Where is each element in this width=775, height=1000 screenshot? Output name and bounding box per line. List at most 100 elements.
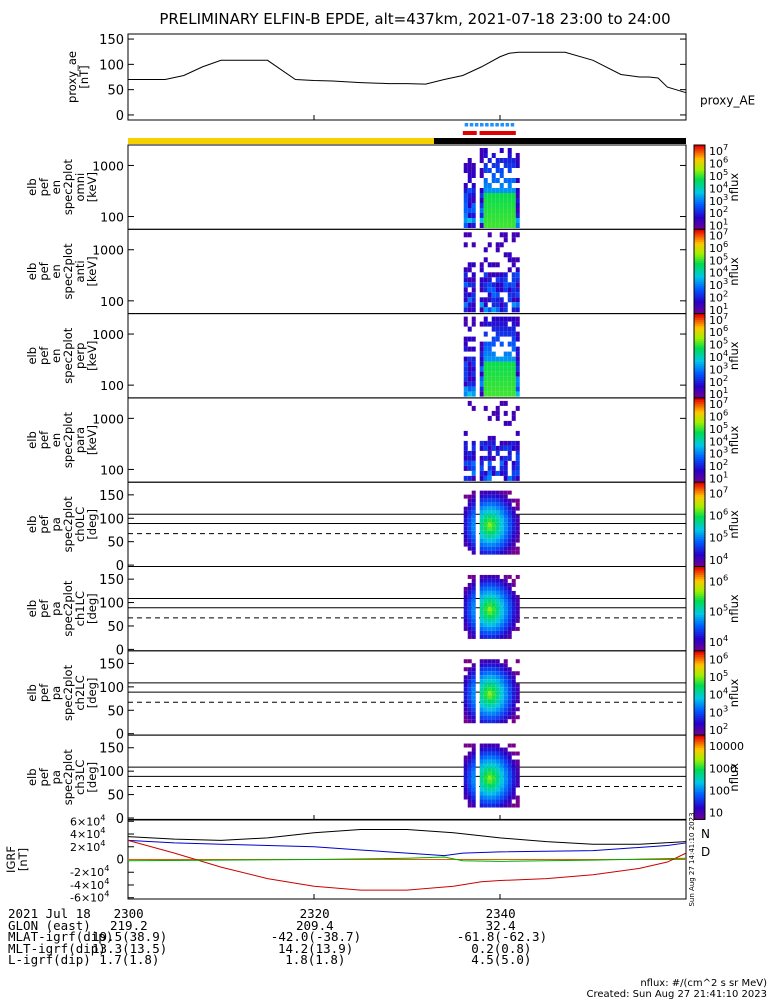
spectrogram-cell xyxy=(467,598,472,603)
colorbar-cell xyxy=(694,585,705,589)
colorbar-cell xyxy=(694,560,705,563)
spectrogram-cell xyxy=(499,671,504,676)
colorbar-cell xyxy=(694,756,705,759)
spectrogram-cell xyxy=(495,297,500,303)
spectrogram-cell xyxy=(495,787,500,792)
colorbar-cell xyxy=(694,353,705,357)
spectrogram-cell xyxy=(499,707,504,712)
spectrogram-cell xyxy=(511,779,516,784)
spectrogram-cell xyxy=(495,316,500,322)
spectrogram-cell xyxy=(507,691,512,696)
spectrogram-cell xyxy=(479,618,484,623)
spectrogram-cell xyxy=(503,634,508,639)
spectrogram-cell xyxy=(507,779,512,784)
spectrogram-cell xyxy=(515,606,520,611)
spectrogram-cell xyxy=(467,208,472,213)
spectrogram-cell xyxy=(463,506,468,511)
footer-value: -42.0(-38.7) xyxy=(270,929,362,944)
spectrogram-cell xyxy=(467,361,472,367)
colorbar-cell xyxy=(694,309,705,312)
colorbar-cell xyxy=(694,619,705,622)
spectrogram-cell xyxy=(483,490,488,495)
spectrogram-cell xyxy=(495,522,500,527)
spectrogram-cell xyxy=(507,526,512,531)
spectrogram-cell xyxy=(487,767,492,772)
spectrogram-cell xyxy=(499,518,504,523)
spectrogram-cell xyxy=(479,667,484,672)
colorbar-cell xyxy=(694,281,705,285)
spectrogram-cell xyxy=(503,188,508,193)
spectrogram-cell xyxy=(471,675,476,680)
spectrogram-cell xyxy=(483,751,488,756)
spectrogram-cell xyxy=(499,582,504,587)
spectrogram-cell xyxy=(495,707,500,712)
spectrogram-cell xyxy=(483,223,488,228)
spectrogram-cell xyxy=(471,791,476,796)
footer-label: L-igrf(dip) xyxy=(8,952,91,967)
spectrogram-cell xyxy=(495,445,500,451)
spectrogram-cell xyxy=(487,755,492,760)
spectrogram-cell xyxy=(491,381,496,387)
ytick-label: 1000 xyxy=(92,158,124,173)
spectrogram-cell xyxy=(491,188,496,193)
spectrogram-cell xyxy=(483,795,488,800)
spectrogram-cell xyxy=(491,534,496,539)
colorbar-cell xyxy=(694,779,705,782)
spectrogram-cell xyxy=(507,391,512,397)
spectrogram-cell xyxy=(503,747,508,752)
spectrogram-cell xyxy=(463,759,468,764)
spectrogram-cell xyxy=(483,779,488,784)
spectrogram-cell xyxy=(479,534,484,539)
spectrogram-cell xyxy=(503,679,508,684)
spectrogram-cell xyxy=(515,381,520,387)
spectrogram-cell xyxy=(487,578,492,583)
spectrogram-cell xyxy=(491,594,496,599)
spectrogram-cell xyxy=(511,526,516,531)
colorbar-cell xyxy=(694,250,705,253)
igrf-line-N xyxy=(127,839,687,857)
spectrogram-cell xyxy=(495,490,500,495)
spectrogram-cell xyxy=(515,534,520,539)
spectrogram-cell xyxy=(491,787,496,792)
spectrogram-cell xyxy=(511,158,516,163)
spectrogram-cell xyxy=(503,755,508,760)
spectrogram-cell xyxy=(471,614,476,619)
spectrogram-cell xyxy=(515,376,520,382)
ylabel-line: pef xyxy=(37,261,51,280)
spectrogram-cell xyxy=(471,803,476,808)
spectrogram-cell xyxy=(511,514,516,519)
created-note: Created: Sun Aug 27 21:41:10 2023 xyxy=(586,989,767,1000)
spectrogram-cell xyxy=(507,183,512,188)
spectrogram-cell xyxy=(491,755,496,760)
spectrogram-cell xyxy=(471,223,476,228)
spectrogram-cell xyxy=(471,590,476,595)
spectrogram-cell xyxy=(471,586,476,591)
spectrogram-cell xyxy=(483,610,488,615)
colorbar-cell xyxy=(694,524,705,527)
spectrogram-cell xyxy=(491,218,496,223)
spectrogram-cell xyxy=(483,302,488,308)
spectrogram-cell xyxy=(515,795,520,800)
spectrogram-cell xyxy=(479,455,484,461)
colorbar-cell xyxy=(694,598,705,601)
colorbar-cell xyxy=(694,222,705,226)
spectrogram-cell xyxy=(499,538,504,543)
spectrogram-cell xyxy=(499,361,504,367)
footer-value: 1.8(1.8) xyxy=(285,952,346,967)
ylabel-line: spec2plot xyxy=(61,327,75,384)
spectrogram-cell xyxy=(511,356,516,362)
spectrogram-cell xyxy=(491,767,496,772)
spectrogram-cell xyxy=(491,193,496,198)
spectrogram-cell xyxy=(467,715,472,720)
spectrogram-cell xyxy=(507,498,512,503)
ylabel-line: spec2plot xyxy=(61,412,75,469)
spectrogram-cell xyxy=(499,366,504,372)
spectrogram-cell xyxy=(463,594,468,599)
spectrogram-cell xyxy=(491,178,496,183)
spectrogram-cell xyxy=(499,687,504,692)
spectrogram-cell xyxy=(499,675,504,680)
spectrogram-cell xyxy=(479,598,484,603)
spectrogram-cell xyxy=(511,470,516,476)
spectrogram-cell xyxy=(479,610,484,615)
